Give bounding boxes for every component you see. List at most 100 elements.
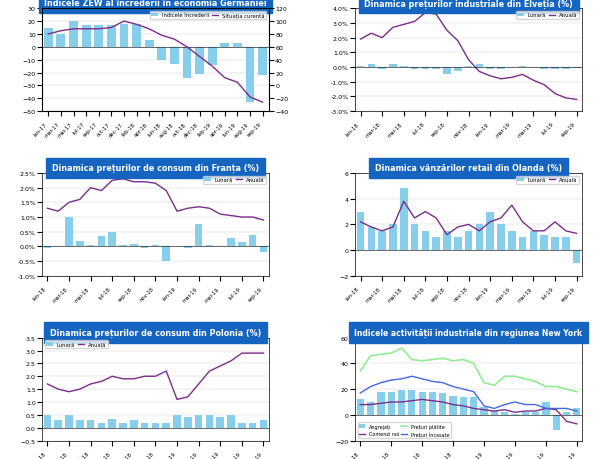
Bar [379, 68, 386, 69]
Bar [511, 414, 518, 415]
Bar [132, 25, 141, 48]
Bar [377, 392, 385, 415]
Bar [368, 65, 375, 68]
Bar [454, 238, 461, 251]
Bar [130, 244, 137, 247]
Bar [163, 423, 170, 428]
Bar [573, 251, 580, 263]
Bar [208, 48, 217, 66]
Bar [429, 392, 436, 415]
Bar [532, 412, 539, 415]
Bar [553, 415, 560, 431]
Bar [389, 65, 397, 68]
Bar [119, 423, 127, 428]
Bar [98, 237, 105, 247]
Bar [109, 419, 116, 428]
Legend: Lunară, Anuală: Lunară, Anuală [516, 176, 580, 185]
Bar [206, 246, 213, 247]
Bar [541, 68, 548, 69]
Bar [227, 415, 235, 428]
Bar [44, 28, 53, 48]
Bar [173, 415, 181, 428]
Title: Dinamica prețurilor industriale din Elveția (%): Dinamica prețurilor industriale din Elve… [364, 0, 573, 9]
Title: Dinamica prețurilor de consum din Franța (%): Dinamica prețurilor de consum din Franța… [52, 164, 259, 173]
Bar [497, 225, 505, 251]
Bar [249, 423, 256, 428]
Legend: Lunară, Anuală: Lunară, Anuală [516, 12, 580, 20]
Bar [460, 397, 467, 415]
Bar [551, 238, 559, 251]
Bar [419, 392, 426, 415]
Bar [443, 68, 451, 75]
Bar [65, 218, 73, 247]
Bar [368, 228, 375, 251]
Bar [152, 423, 159, 428]
Title: Dinamica prețurilor de consum din Polonia (%): Dinamica prețurilor de consum din Poloni… [50, 328, 261, 337]
Bar [367, 402, 374, 415]
Legend: Indicele încrederii, Situația curentă: Indicele încrederii, Situația curentă [149, 12, 266, 20]
Bar [433, 68, 440, 69]
Bar [542, 402, 550, 415]
Bar [76, 241, 83, 247]
Title: Indicele ZEW al încrederii în economia Germaniei: Indicele ZEW al încrederii în economia G… [44, 0, 267, 8]
Bar [55, 420, 62, 428]
Bar [541, 235, 548, 251]
Bar [163, 247, 170, 262]
Bar [238, 423, 245, 428]
Bar [227, 238, 235, 247]
Bar [87, 246, 94, 247]
Bar [491, 411, 498, 415]
Bar [521, 412, 529, 415]
Bar [141, 247, 148, 248]
Bar [69, 22, 78, 48]
Bar [476, 225, 483, 251]
Bar [443, 231, 451, 251]
Bar [562, 238, 569, 251]
Bar [356, 399, 364, 415]
Bar [65, 415, 73, 428]
Bar [260, 247, 267, 253]
Bar [422, 68, 429, 69]
Bar [109, 232, 116, 247]
Bar [487, 68, 494, 69]
Bar [519, 67, 526, 68]
Bar [98, 423, 105, 428]
Bar [573, 409, 580, 415]
Bar [260, 420, 267, 428]
Bar [563, 412, 570, 415]
Bar [411, 68, 418, 69]
Bar [245, 48, 254, 103]
Bar [87, 420, 94, 428]
Bar [357, 212, 364, 251]
Bar [170, 48, 179, 64]
Bar [119, 246, 127, 247]
Bar [470, 397, 478, 415]
Bar [238, 242, 245, 247]
Title: Dinamica vânzărilor retail din Olanda (%): Dinamica vânzărilor retail din Olanda (%… [375, 164, 562, 173]
Bar [379, 231, 386, 251]
Legend: Angrejați, Comenzi noi, Prețuri plătite, Prețuri încasate: Angrejați, Comenzi noi, Prețuri plătite,… [358, 422, 451, 438]
Bar [195, 415, 202, 428]
Bar [481, 407, 488, 415]
Bar [551, 68, 559, 69]
Bar [107, 26, 116, 48]
Bar [233, 44, 242, 48]
Bar [398, 391, 405, 415]
Bar [249, 235, 256, 247]
Bar [487, 212, 494, 251]
Bar [388, 392, 395, 415]
Bar [400, 189, 407, 251]
Bar [206, 415, 213, 428]
Bar [195, 48, 204, 75]
Bar [497, 68, 505, 69]
Bar [220, 44, 229, 48]
Bar [152, 246, 159, 247]
Bar [195, 225, 202, 247]
Bar [389, 225, 397, 251]
Legend: Lunară, Anuală: Lunară, Anuală [44, 341, 108, 349]
Bar [454, 68, 461, 72]
Bar [217, 418, 224, 428]
Bar [508, 231, 515, 251]
Bar [141, 423, 148, 428]
Bar [130, 420, 137, 428]
